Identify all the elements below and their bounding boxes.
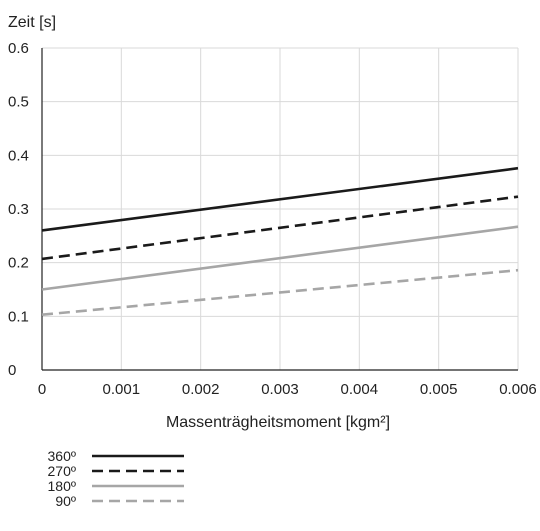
x-tick-label: 0.001 <box>103 381 141 398</box>
axes <box>41 48 518 371</box>
series-line <box>41 268 519 317</box>
y-tick-labels: 0 0.1 0.2 0.3 0.4 0.5 0.6 <box>8 40 29 379</box>
legend-label: 180º <box>48 478 76 494</box>
x-tick-label: 0 <box>38 381 46 398</box>
y-tick-label: 0 <box>8 362 16 379</box>
legend-label: 270º <box>48 463 76 479</box>
x-tick-label: 0.004 <box>341 381 379 398</box>
x-tick-label: 0.002 <box>182 381 220 398</box>
series-line <box>41 166 519 232</box>
x-tick-label: 0.003 <box>261 381 299 398</box>
series-line <box>41 225 519 291</box>
y-tick-label: 0.5 <box>8 94 29 111</box>
y-tick-label: 0.2 <box>8 255 29 272</box>
legend-label: 90º <box>55 493 76 509</box>
y-tick-label: 0.3 <box>8 201 29 218</box>
series-lines <box>41 166 519 317</box>
grid <box>42 47 519 370</box>
series-line <box>41 195 519 261</box>
x-tick-labels: 0 0.001 0.002 0.003 0.004 0.005 0.006 <box>38 381 537 398</box>
x-axis-title: Massenträgheitsmoment [kgm²] <box>166 414 390 431</box>
legend-label: 360º <box>48 448 76 464</box>
x-tick-label: 0.005 <box>420 381 458 398</box>
y-tick-label: 0.4 <box>8 147 29 164</box>
x-tick-label: 0.006 <box>499 381 537 398</box>
y-axis-title: Zeit [s] <box>8 14 56 31</box>
y-tick-label: 0.6 <box>8 40 29 57</box>
y-tick-label: 0.1 <box>8 308 29 325</box>
